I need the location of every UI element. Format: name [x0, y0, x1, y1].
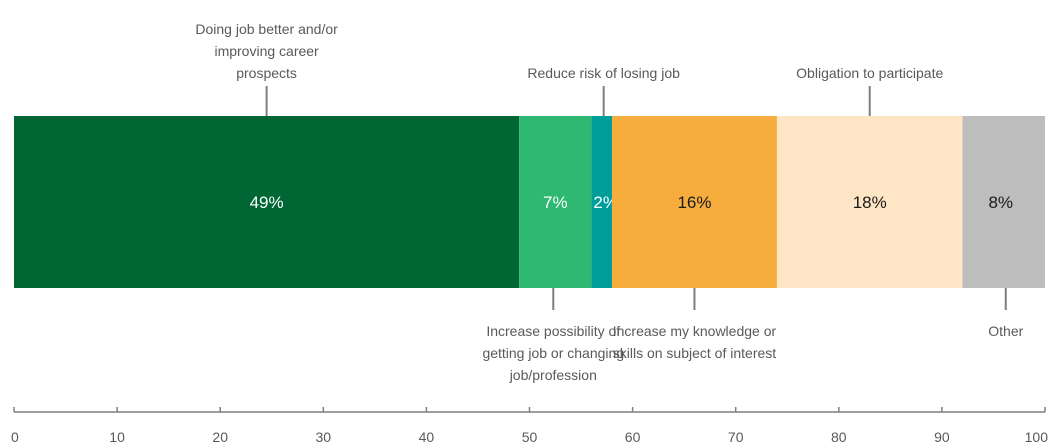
callout-doing-job-better-and-or-improving-career-prospects-line-3: prospects — [236, 65, 297, 81]
data-label-increase-possibility-of-getting-job-or-changing-job-profession: 7% — [543, 193, 568, 212]
bar-segment-doing-job-better-and-or-improving-career-prospects — [14, 116, 520, 288]
bar-segment-other — [962, 116, 1045, 288]
data-label-doing-job-better-and-or-improving-career-prospects: 49% — [250, 193, 284, 212]
data-label-other: 8% — [988, 193, 1013, 212]
callouts: Doing job better and/or improving career p… — [195, 21, 1023, 383]
bar-segment-increase-my-knowledge-or-skills-on-subject-of-interest — [611, 116, 777, 288]
callout-increase-my-knowledge-or-skills-on-subject-of-interest-line-1: Increase my knowledge or — [613, 323, 777, 339]
callout-increase-possibility-of-getting-job-or-changing-job-profession-line-3: job/profession — [509, 367, 597, 383]
x-tick-label-10: 10 — [109, 429, 125, 445]
callout-increase-possibility-of-getting-job-or-changing-job-profession-line-1: Increase possibility of — [486, 323, 620, 339]
callout-obligation-to-participate-line-1: Obligation to participate — [796, 65, 943, 81]
x-tick-label-70: 70 — [728, 429, 744, 445]
bar-segment-obligation-to-participate — [776, 116, 963, 288]
x-tick-label-40: 40 — [419, 429, 435, 445]
data-label-obligation-to-participate: 18% — [853, 193, 887, 212]
data-label-reduce-risk-of-losing-job: 2% — [593, 193, 618, 212]
callout-increase-my-knowledge-or-skills-on-subject-of-interest-line-2: skills on subject of interest — [613, 345, 777, 361]
callout-other-line-1: Other — [988, 323, 1023, 339]
x-tick-label-30: 30 — [316, 429, 332, 445]
x-tick-label-100: 100 — [1025, 429, 1049, 445]
callout-increase-possibility-of-getting-job-or-changing-job-profession-line-2: getting job or changing — [482, 345, 624, 361]
x-tick-label-0: 0 — [11, 429, 19, 445]
x-tick-label-50: 50 — [522, 429, 538, 445]
bar-segment-reduce-risk-of-losing-job — [591, 116, 612, 288]
x-tick-label-80: 80 — [831, 429, 847, 445]
callout-doing-job-better-and-or-improving-career-prospects-line-1: Doing job better and/or — [195, 21, 338, 37]
x-tick-label-90: 90 — [934, 429, 950, 445]
callout-doing-job-better-and-or-improving-career-prospects-line-2: improving career — [214, 43, 319, 59]
x-tick-label-60: 60 — [625, 429, 641, 445]
callout-reduce-risk-of-losing-job-line-1: Reduce risk of losing job — [527, 65, 680, 81]
x-axis: 0 10 20 30 40 50 60 70 80 90 100 — [11, 407, 1048, 445]
bar-segment-increase-possibility-of-getting-job-or-changing-job-profession — [519, 116, 592, 288]
bar-segments: 49% 7% 2% 16% 18% 8% — [14, 116, 1045, 288]
data-label-increase-my-knowledge-or-skills-on-subject-of-interest: 16% — [677, 193, 711, 212]
x-tick-label-20: 20 — [212, 429, 228, 445]
